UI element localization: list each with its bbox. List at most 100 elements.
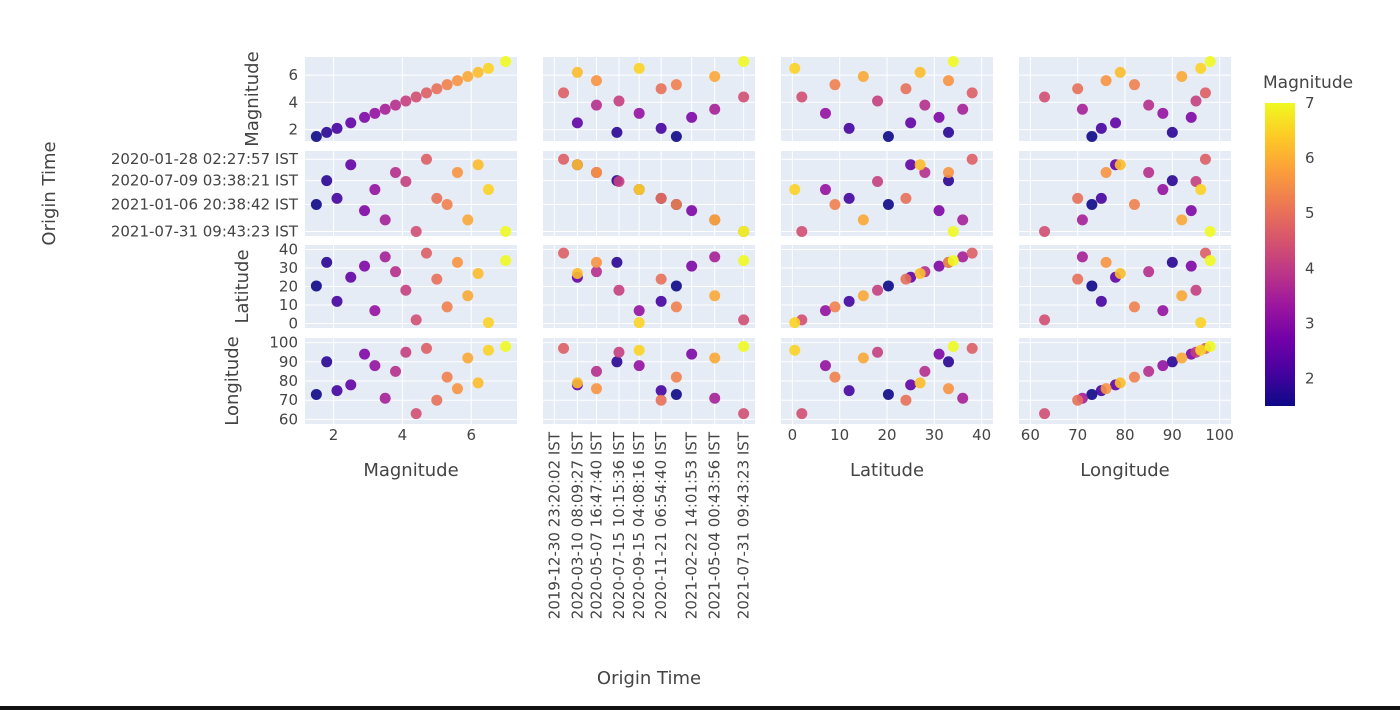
data-point xyxy=(331,385,343,397)
data-point xyxy=(900,394,912,406)
data-point xyxy=(655,295,667,307)
data-point xyxy=(1076,251,1088,263)
cell-magnitude-vs-longitude xyxy=(1019,56,1231,142)
data-point xyxy=(345,379,357,391)
data-point xyxy=(633,107,645,119)
data-point xyxy=(933,205,945,217)
data-point xyxy=(905,117,917,129)
data-point xyxy=(1143,365,1155,377)
data-point xyxy=(431,192,443,204)
data-point xyxy=(1157,360,1169,372)
y-tick-label: 2021-07-31 09:43:23 IST xyxy=(111,222,299,240)
data-point xyxy=(1114,66,1126,78)
data-point xyxy=(441,371,453,383)
cell-latitude-vs-magnitude xyxy=(305,245,517,329)
data-point xyxy=(947,255,959,267)
data-point xyxy=(1110,117,1122,129)
data-point xyxy=(943,166,955,178)
data-point xyxy=(966,247,978,259)
data-point xyxy=(819,107,831,119)
data-point xyxy=(957,251,969,263)
data-point xyxy=(943,356,955,368)
colorbar-tick-label: 5 xyxy=(1305,204,1315,222)
data-point xyxy=(390,99,402,111)
data-point xyxy=(966,342,978,354)
data-point xyxy=(900,192,912,204)
data-point xyxy=(1143,99,1155,111)
data-point xyxy=(843,192,855,204)
data-point xyxy=(482,344,494,356)
cell-longitude-vs-latitude xyxy=(781,338,993,424)
data-point xyxy=(633,62,645,74)
y-tick-label: 10 xyxy=(279,296,298,314)
data-point xyxy=(686,111,698,123)
data-point xyxy=(369,305,381,317)
y-tick-label: 90 xyxy=(279,353,298,371)
data-point xyxy=(655,394,667,406)
data-point xyxy=(882,198,894,210)
data-point xyxy=(857,71,869,82)
data-point xyxy=(914,377,926,389)
data-point xyxy=(957,392,969,404)
data-point xyxy=(1086,131,1098,142)
data-point xyxy=(1195,184,1207,196)
x-tick-label: 2019-12-30 23:20:02 IST xyxy=(545,431,563,619)
cell-origin-time-vs-origin-time xyxy=(543,151,755,237)
data-point xyxy=(857,352,869,364)
data-point xyxy=(359,205,371,217)
data-point xyxy=(819,305,831,317)
data-point xyxy=(451,256,463,268)
x-tick-label: 2020-11-21 06:54:40 IST xyxy=(652,431,670,619)
data-point xyxy=(321,126,333,138)
data-point xyxy=(1157,184,1169,196)
y-tick-label: 4 xyxy=(288,93,298,111)
data-point xyxy=(571,159,583,171)
y-tick-label: 30 xyxy=(279,259,298,277)
data-point xyxy=(390,266,402,278)
data-point xyxy=(709,290,721,302)
data-point xyxy=(857,290,869,302)
cell-longitude-vs-longitude xyxy=(1019,338,1231,424)
y-tick-label: 0 xyxy=(288,315,298,333)
data-point xyxy=(1166,356,1178,368)
data-point xyxy=(571,377,583,389)
data-point xyxy=(1195,344,1207,356)
data-point xyxy=(957,214,969,226)
data-point xyxy=(331,295,343,307)
x-tick-label: 90 xyxy=(1163,426,1182,444)
data-point xyxy=(420,247,432,259)
data-point xyxy=(359,111,371,123)
x-axis-title: Longitude xyxy=(1080,460,1170,481)
data-point xyxy=(462,352,474,364)
data-point xyxy=(900,273,912,285)
data-point xyxy=(359,260,371,272)
data-point xyxy=(933,348,945,360)
data-point xyxy=(400,284,412,296)
data-point xyxy=(462,290,474,302)
data-point xyxy=(611,256,623,268)
data-point xyxy=(1076,214,1088,226)
data-point xyxy=(390,365,402,377)
data-point xyxy=(1095,295,1107,307)
cell-magnitude-vs-origin-time xyxy=(543,56,755,142)
cell-latitude-vs-longitude xyxy=(1019,245,1231,329)
y-tick-label: 80 xyxy=(279,372,298,390)
data-point xyxy=(633,317,645,329)
data-point xyxy=(1100,166,1112,178)
x-tick-label: 20 xyxy=(877,426,896,444)
data-point xyxy=(1185,260,1197,272)
data-point xyxy=(1204,225,1216,237)
data-point xyxy=(590,75,602,87)
data-point xyxy=(590,266,602,278)
data-point xyxy=(590,256,602,268)
data-point xyxy=(441,79,453,91)
data-point xyxy=(613,346,625,358)
data-point xyxy=(379,103,391,115)
data-point xyxy=(369,184,381,196)
x-tick-label: 2020-03-10 08:09:27 IST xyxy=(568,431,586,619)
x-tick-label: 2021-05-04 00:43:56 IST xyxy=(706,431,724,619)
data-point xyxy=(738,91,750,103)
data-point xyxy=(1195,62,1207,74)
x-tick-label: 70 xyxy=(1068,426,1087,444)
data-point xyxy=(590,166,602,178)
